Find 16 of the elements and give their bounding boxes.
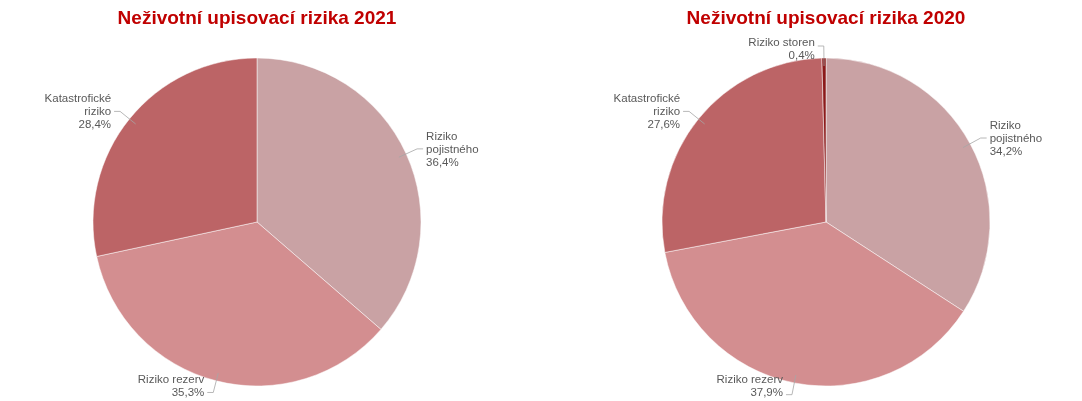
slice-label: Riziko rezerv xyxy=(716,373,784,385)
slice-label: Katastrofické riziko xyxy=(613,92,681,118)
data-label: 35,3% xyxy=(171,386,205,398)
slice-label: Riziko pojistného xyxy=(426,129,479,155)
chart-title: Neživotní upisovací rizika 2020 xyxy=(686,7,966,28)
slice-label: Riziko rezerv xyxy=(137,373,205,385)
slice-label: Riziko pojistného xyxy=(989,119,1043,145)
data-label: 37,9% xyxy=(750,386,783,398)
slice-label: Katastrofické riziko xyxy=(44,92,112,118)
data-label: 27,6% xyxy=(647,118,681,131)
data-label: 36,4% xyxy=(426,155,459,168)
slice-label: Riziko storen xyxy=(748,36,815,48)
data-label: 34,2% xyxy=(989,145,1023,158)
data-label: 0,4% xyxy=(788,49,815,61)
data-label: 28,4% xyxy=(78,118,112,131)
chart-title: Neživotní upisovací rizika 2021 xyxy=(117,7,397,28)
